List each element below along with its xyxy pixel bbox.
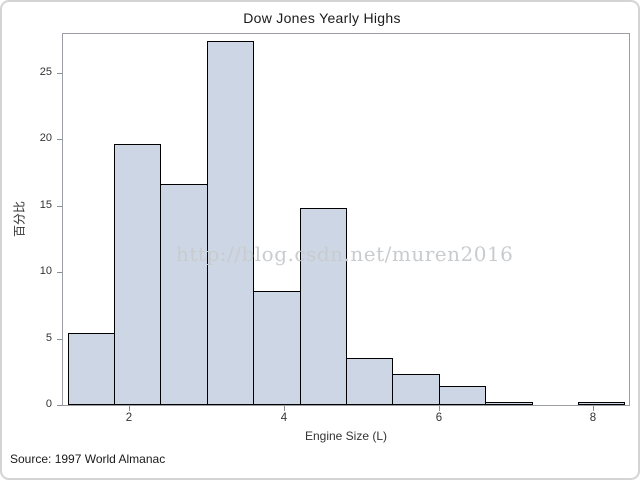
x-tick-mark <box>129 406 130 411</box>
x-tick-label: 2 <box>125 412 133 424</box>
histogram-bar <box>253 291 301 405</box>
y-tick-mark <box>57 272 62 273</box>
x-axis-label: Engine Size (L) <box>304 429 388 443</box>
y-tick-label: 0 <box>45 398 52 410</box>
y-tick-mark <box>57 73 62 74</box>
source-note: Source: 1997 World Almanac <box>10 452 166 466</box>
y-tick-mark <box>57 139 62 140</box>
x-tick-mark <box>439 406 440 411</box>
histogram-bar <box>207 41 254 405</box>
histogram-bar <box>485 402 533 405</box>
y-tick-label: 15 <box>39 199 52 211</box>
chart-title: Dow Jones Yearly Highs <box>243 10 401 26</box>
y-tick-mark <box>57 339 62 340</box>
histogram-bar <box>346 358 393 405</box>
x-tick-mark <box>284 406 285 411</box>
x-tick-mark <box>593 406 594 411</box>
plot-area <box>62 33 630 406</box>
y-tick-label: 25 <box>39 66 52 78</box>
histogram-bars <box>63 34 629 405</box>
histogram-bar <box>160 184 208 405</box>
y-axis-label: 百分比 <box>12 200 27 238</box>
histogram-bar <box>300 208 347 405</box>
x-tick-label: 8 <box>589 412 597 424</box>
histogram-bar <box>392 374 440 405</box>
y-tick-label: 5 <box>45 332 52 344</box>
y-tick-label: 10 <box>39 265 52 277</box>
x-tick-label: 6 <box>435 412 443 424</box>
y-tick-mark <box>57 206 62 207</box>
histogram-bar <box>114 144 161 405</box>
y-tick-mark <box>57 405 62 406</box>
histogram-bar <box>578 402 625 405</box>
histogram-bar <box>68 333 115 405</box>
y-tick-label: 20 <box>39 132 52 144</box>
histogram-bar <box>439 386 486 405</box>
x-tick-label: 4 <box>280 412 288 424</box>
